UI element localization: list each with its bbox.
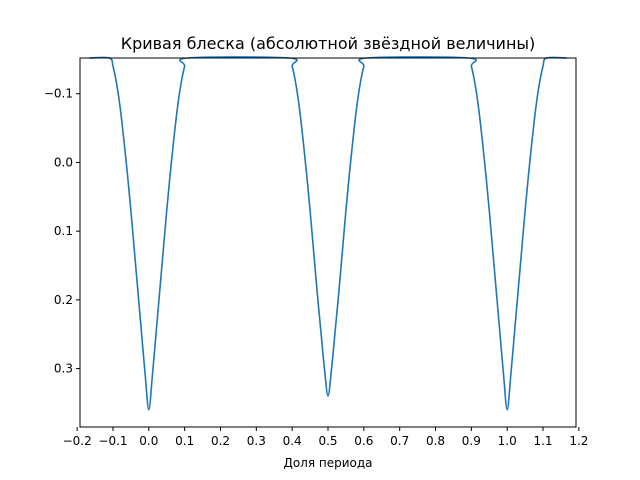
x-tick-label: 0.6 xyxy=(354,434,373,448)
y-tick-label: 0.2 xyxy=(54,293,73,307)
x-tick-label: 0.8 xyxy=(426,434,445,448)
x-tick-label: 0.9 xyxy=(462,434,481,448)
y-tick-label: 0.1 xyxy=(54,224,73,238)
y-axis: −0.1 0.0 0.1 0.2 0.3 xyxy=(44,87,80,376)
x-tick-label: 0.1 xyxy=(175,434,194,448)
light-curve-line xyxy=(88,56,568,411)
chart-title: Кривая блеска (абсолютной звёздной велич… xyxy=(121,34,536,53)
y-tick-label: 0.0 xyxy=(54,155,73,169)
x-tick-label: 0.5 xyxy=(318,434,337,448)
x-axis: −0.2 −0.1 0.0 0.1 0.2 0.3 0.4 0.5 0.6 0.7 0.8 0.9 1.… xyxy=(63,427,588,448)
x-tick-label: 1.1 xyxy=(533,434,552,448)
x-tick-label: 0.7 xyxy=(390,434,409,448)
x-tick-label: 1.0 xyxy=(498,434,517,448)
x-tick-label: 0.4 xyxy=(283,434,302,448)
x-tick-label: 0.0 xyxy=(139,434,158,448)
series-curves xyxy=(88,56,568,411)
x-tick-label: −0.1 xyxy=(98,434,127,448)
x-tick-label: 0.2 xyxy=(211,434,230,448)
x-tick-label: 0.3 xyxy=(247,434,266,448)
x-tick-label: 1.2 xyxy=(569,434,588,448)
plot-frame xyxy=(79,57,577,428)
y-tick-label: −0.1 xyxy=(44,87,73,101)
y-tick-label: 0.3 xyxy=(54,362,73,376)
x-tick-label: −0.2 xyxy=(63,434,92,448)
x-axis-label: Доля периода xyxy=(283,456,372,470)
